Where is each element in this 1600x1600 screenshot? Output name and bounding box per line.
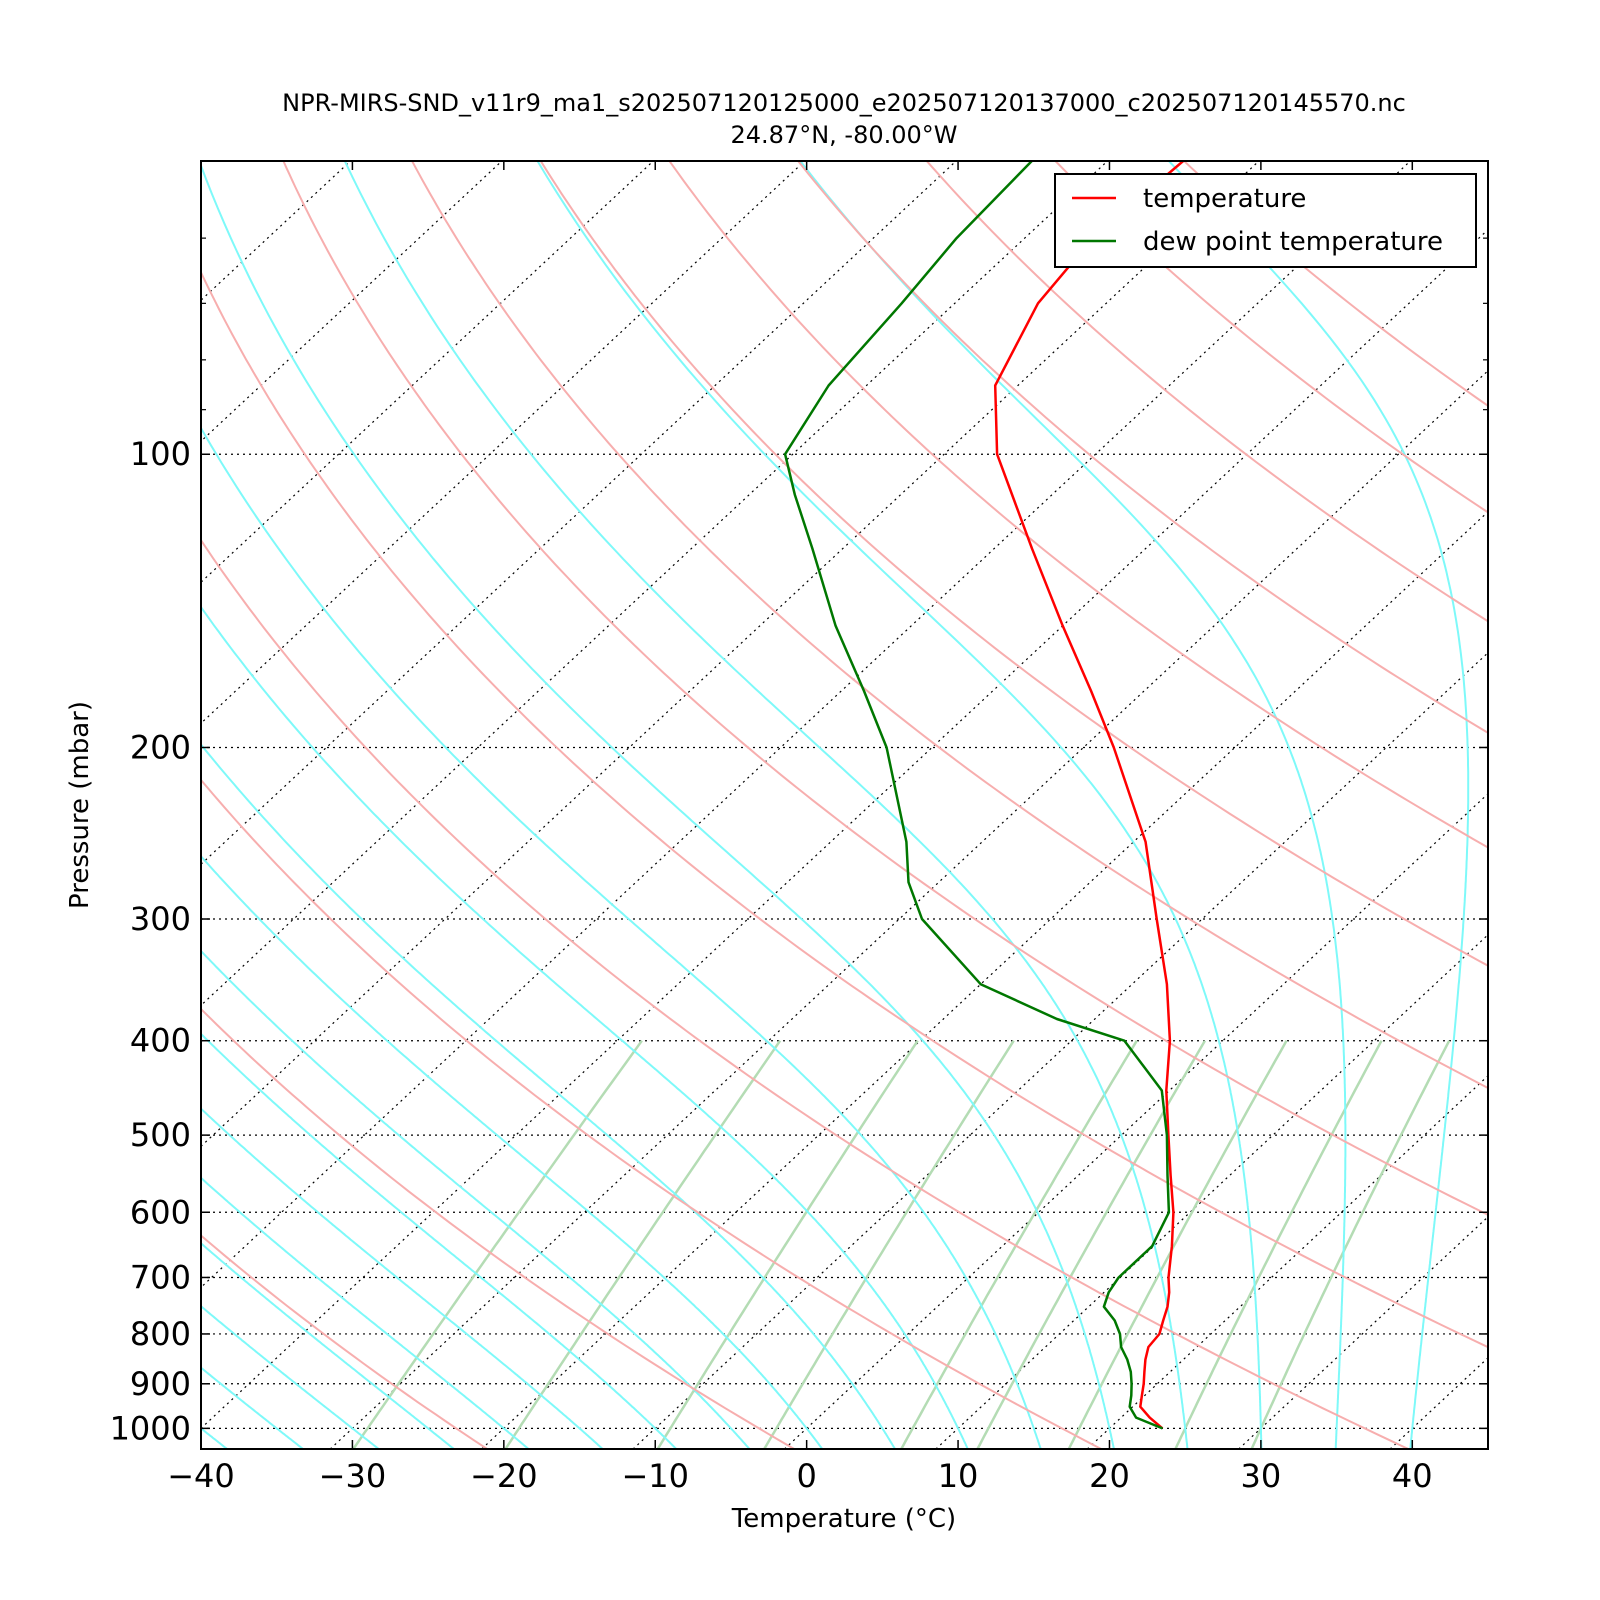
isotherm--120 — [201, 161, 351, 302]
moist-adiabat--30 — [201, 1304, 381, 1449]
moist-adiabat--5 — [201, 949, 751, 1449]
mixing-ratio-line--19 — [504, 1039, 782, 1449]
x-tick-label: −30 — [319, 1457, 387, 1495]
moist-adiabat-10 — [201, 605, 969, 1449]
y-tick-label: 700 — [130, 1258, 191, 1296]
dewpoint-line — [783, 161, 1171, 1430]
moist-adiabat--40 — [201, 1427, 229, 1449]
mixing-ratio-line-25 — [1174, 1040, 1383, 1449]
moist-adiabats — [201, 161, 1470, 1449]
dry-adiabat-470 — [1054, 161, 1488, 514]
isotherm-30 — [1238, 1216, 1488, 1449]
isotherm--30 — [329, 369, 1488, 1449]
dry-adiabat-270 — [201, 1007, 797, 1449]
dry-adiabat-430 — [796, 161, 1488, 734]
isotherm--130 — [0, 161, 199, 1449]
chart-subtitle: 24.87°N, -80.00°W — [730, 121, 957, 149]
mixing-ratio-line-12 — [975, 1040, 1206, 1449]
dry-adiabat-290 — [201, 778, 1104, 1449]
axes: −40 −30 −20 −10 0 10 20 30 40 100 200 300 400 500 600 7… — [110, 160, 1488, 1495]
moist-adiabat--15 — [201, 1107, 605, 1449]
x-tick-label: 30 — [1241, 1457, 1282, 1495]
isotherm-40 — [1389, 1357, 1488, 1449]
y-tick-label: 300 — [130, 900, 191, 938]
mixing-ratio-line--2 — [762, 1040, 1015, 1449]
dry-adiabat-390 — [539, 161, 1488, 967]
isotherm-0 — [784, 792, 1488, 1449]
y-tick-label: 100 — [130, 435, 191, 473]
y-tick-label: 500 — [130, 1116, 191, 1154]
y-tick-label: 600 — [130, 1193, 191, 1231]
isotherm--100 — [201, 161, 654, 584]
x-tick-label: 10 — [938, 1457, 979, 1495]
legend: temperature dew point temperature — [1054, 173, 1477, 268]
legend-box — [1054, 173, 1477, 268]
dry-adiabat-330 — [201, 270, 1488, 1349]
mixing-ratio-line--29 — [351, 1039, 643, 1449]
x-axis-label: Temperature (°C) — [731, 1504, 956, 1534]
y-tick-label: 400 — [130, 1022, 191, 1060]
mixing-ratio-line-18 — [1067, 1040, 1288, 1449]
series-lines — [783, 161, 1185, 1430]
dry-adiabat-410 — [668, 161, 1488, 849]
dry-adiabats — [201, 161, 1488, 1449]
isotherm--40 — [201, 228, 1488, 1430]
plot-area — [0, 161, 1600, 1449]
mixing-ratio-line-30 — [1250, 1040, 1451, 1449]
x-tick-label: 0 — [796, 1457, 816, 1495]
dry-adiabat-310 — [201, 538, 1411, 1449]
y-tick-label: 1000 — [110, 1409, 191, 1447]
isotherm--20 — [481, 510, 1488, 1449]
moist-adiabat-30 — [536, 161, 1263, 1449]
moist-adiabat-25 — [343, 161, 1189, 1449]
moist-adiabat-20 — [201, 162, 1115, 1449]
isotherm-grid — [0, 161, 1600, 1449]
moist-adiabat--10 — [201, 1032, 678, 1449]
mixing-ratio-line-7 — [899, 1040, 1138, 1449]
dry-adiabat-490 — [1182, 161, 1488, 408]
y-tick-label: 200 — [130, 728, 191, 766]
x-tick-label: −20 — [470, 1457, 538, 1495]
chart-title: NPR-MIRS-SND_v11r9_ma1_s202507120125000_… — [282, 89, 1406, 117]
legend-label-dewpoint: dew point temperature — [1143, 227, 1443, 257]
moist-adiabat-0 — [201, 854, 824, 1449]
x-tick-label: −40 — [167, 1457, 235, 1495]
x-tick-label: 20 — [1089, 1457, 1130, 1495]
dry-adiabat-370 — [410, 161, 1488, 1090]
moist-adiabat-15 — [201, 426, 1042, 1449]
y-tick-label: 800 — [130, 1315, 191, 1353]
dry-adiabat-450 — [925, 161, 1488, 623]
y-axis-label: Pressure (mbar) — [65, 701, 95, 909]
isotherm-50 — [1542, 161, 1600, 1449]
x-tick-label: 40 — [1392, 1457, 1433, 1495]
moist-adiabat--20 — [201, 1176, 531, 1449]
isobar-grid — [201, 453, 1488, 1429]
dry-adiabat-350 — [282, 161, 1488, 1216]
y-tick-label: 900 — [130, 1365, 191, 1403]
moist-adiabat--35 — [201, 1366, 305, 1449]
moist-adiabat--25 — [201, 1242, 456, 1449]
temperature-line — [993, 161, 1185, 1430]
isotherm--60 — [201, 161, 1260, 1148]
plot-frame — [200, 160, 1489, 1450]
isotherm--70 — [201, 161, 1108, 1007]
x-tick-label: −10 — [621, 1457, 689, 1495]
moist-adiabat-5 — [201, 742, 897, 1449]
moist-adiabat-40 — [1168, 161, 1470, 1449]
moist-adiabat-35 — [799, 161, 1347, 1449]
isotherm--80 — [201, 161, 957, 866]
isotherm--50 — [201, 161, 1411, 1289]
isotherm--140 — [0, 161, 48, 1449]
legend-label-temperature: temperature — [1143, 184, 1306, 214]
